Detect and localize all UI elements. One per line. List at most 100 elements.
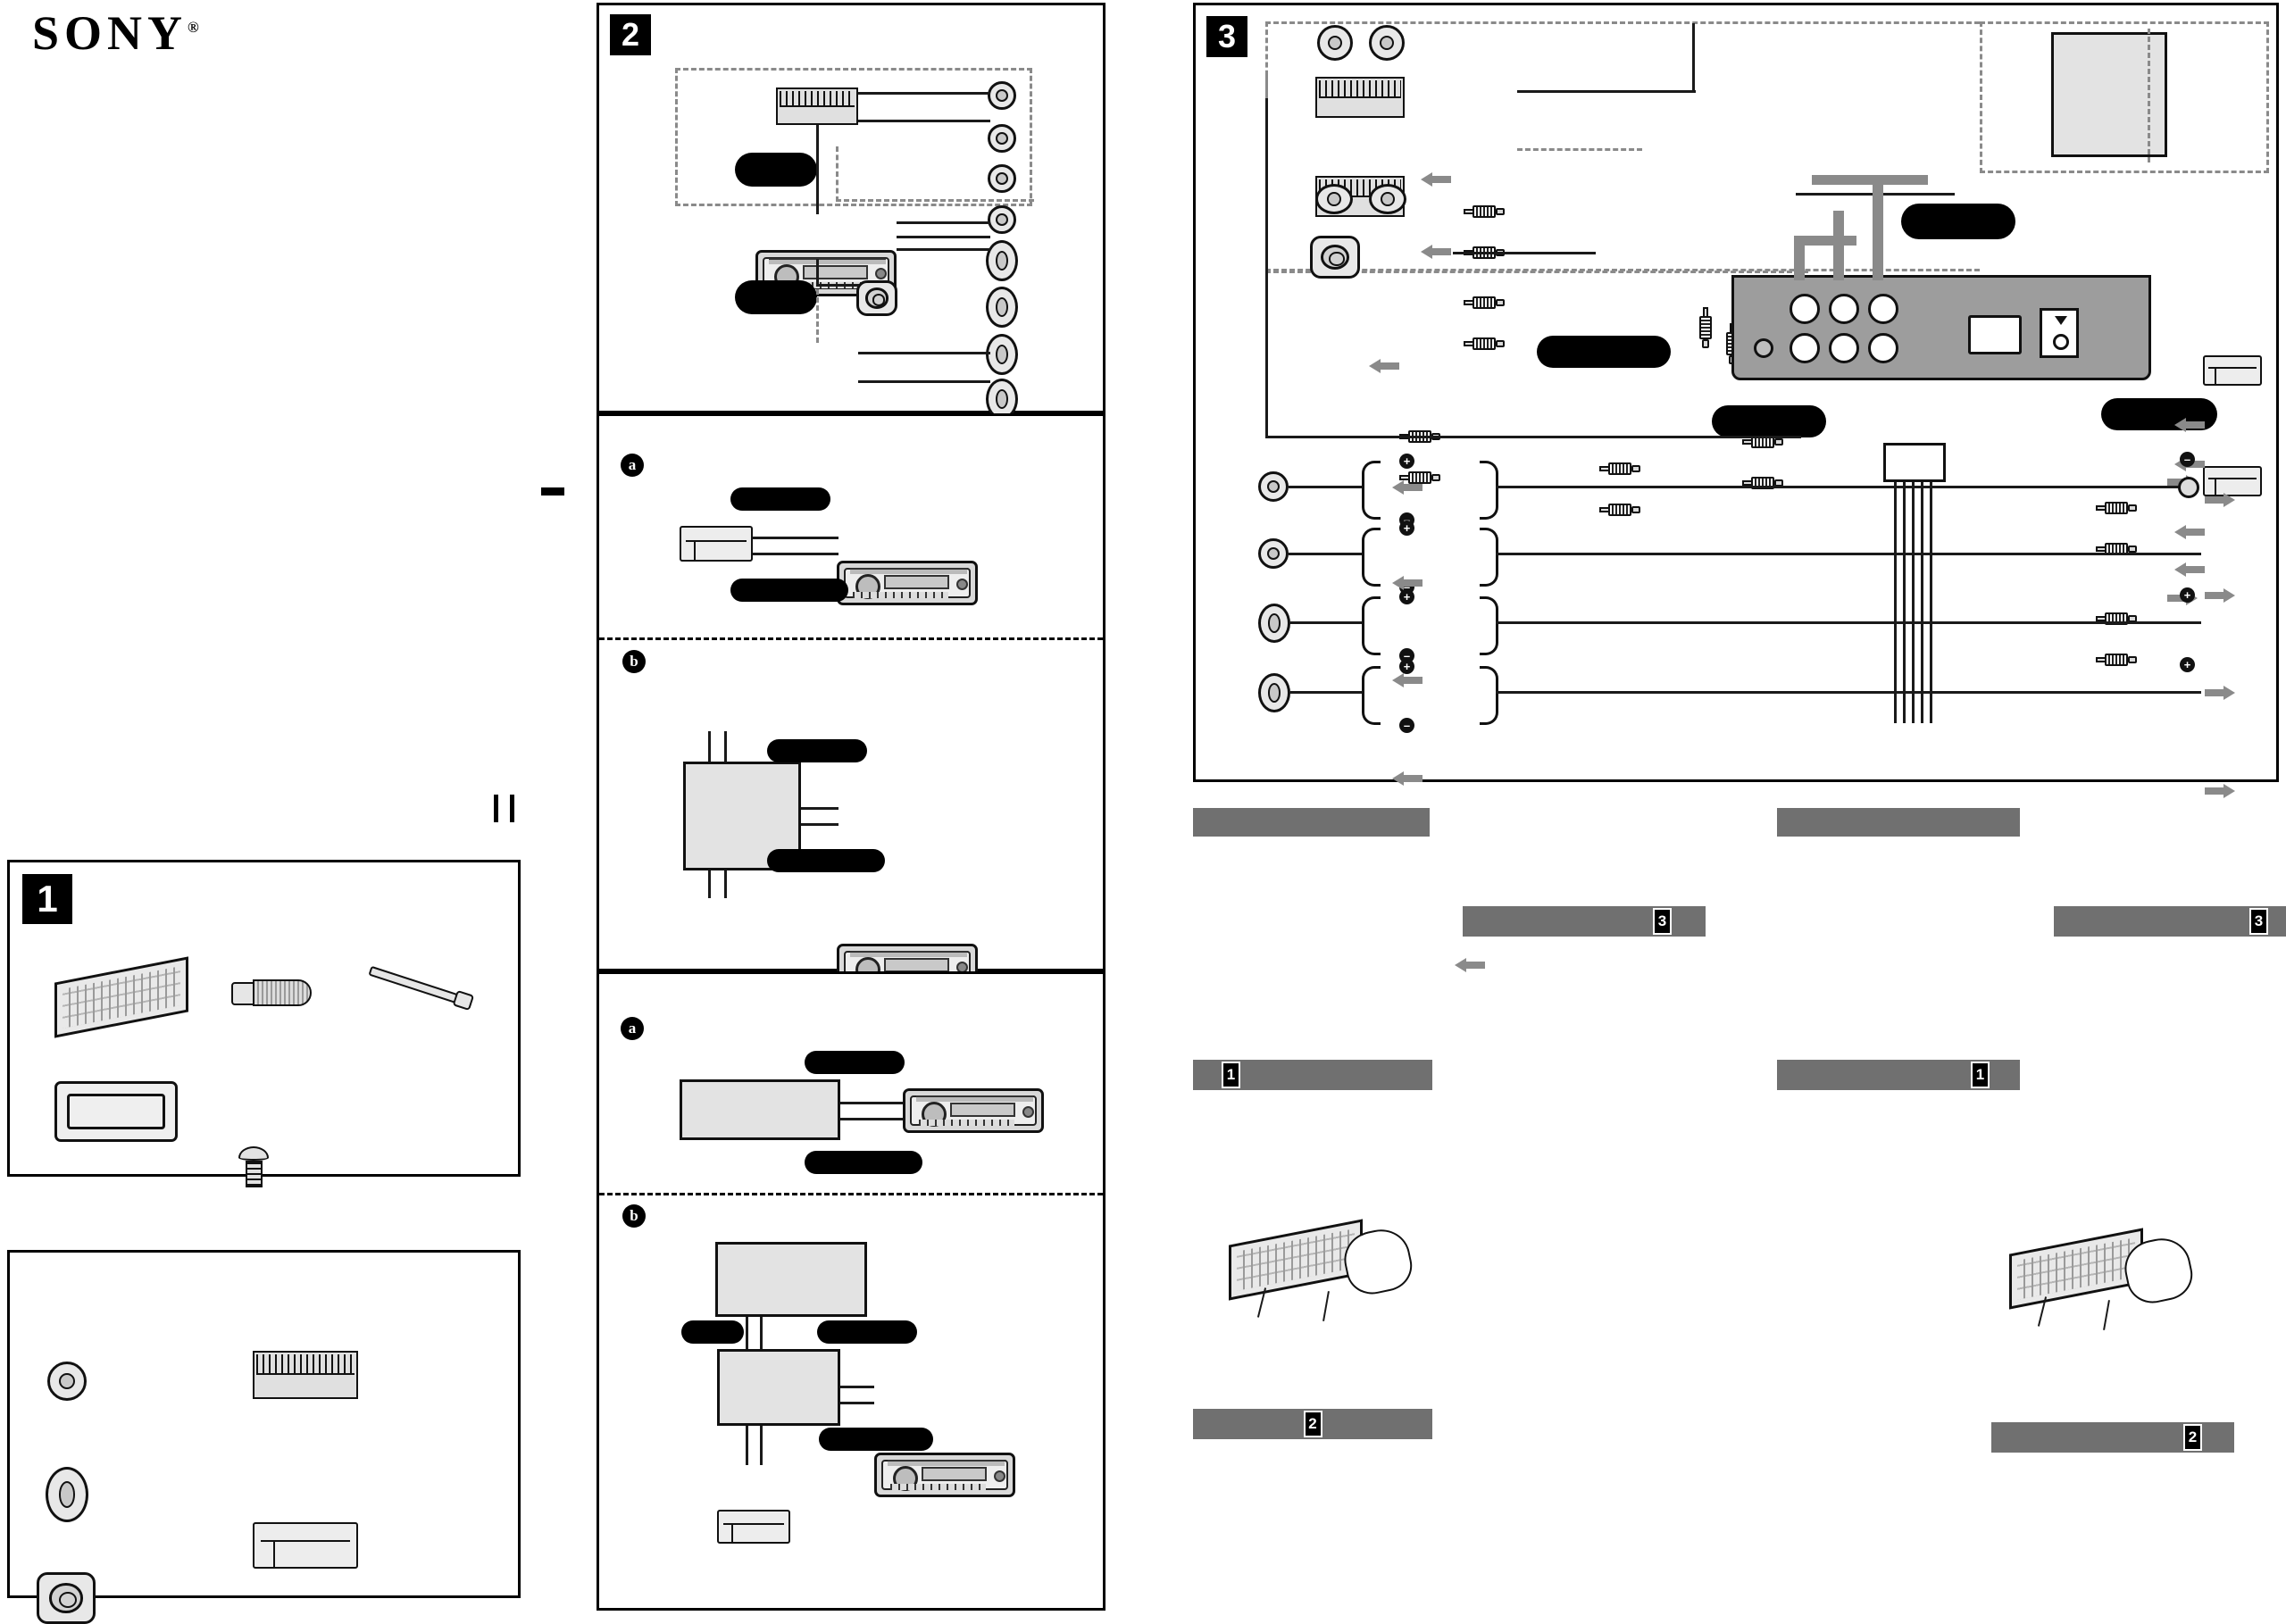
wire [1265, 98, 1268, 437]
optional-group-frame [836, 146, 1034, 202]
inline-step-badge-2: 2 [1303, 1411, 1322, 1437]
speaker-wiring-panel: 2 [597, 3, 1105, 463]
amplifier-icon [253, 1522, 358, 1569]
amplifier-option-panel-bottom: a b [597, 971, 1105, 1611]
wire [708, 731, 711, 762]
redacted-callout [681, 1320, 744, 1344]
amplifier-option-panel-top: a b [597, 413, 1105, 1046]
amplifier-icon [2203, 466, 2262, 496]
harness-wire [1921, 482, 1923, 723]
wire [760, 1317, 763, 1349]
round-speaker-icon [1258, 538, 1289, 569]
trim-plate-icon [54, 1081, 178, 1142]
redacted-heading-bar [1777, 808, 2020, 837]
head-unit-icon [837, 561, 978, 605]
sony-wordmark: SONY [32, 6, 188, 60]
wire [816, 259, 819, 286]
wire-dashed [1517, 148, 1642, 151]
rca-jack [1829, 294, 1859, 324]
connector-block-icon [1315, 77, 1405, 118]
rca-plug-icon [1464, 295, 1505, 311]
section-divider [599, 637, 1103, 640]
group-divider [2148, 29, 2150, 162]
wire [1496, 621, 2201, 624]
variant-label-a: a [621, 1017, 644, 1040]
wire [753, 537, 838, 539]
rca-plug-icon [1464, 204, 1505, 220]
reset-button[interactable] [1754, 338, 1773, 358]
signal-arrow-left-icon [1392, 480, 1422, 495]
redacted-callout [767, 739, 867, 762]
signal-arrow-right-icon [2205, 588, 2235, 603]
harness-wire [1894, 482, 1897, 723]
polarity-plus: + [1399, 521, 1414, 536]
fuse-terminal-icon [2178, 477, 2199, 498]
redacted-callout [730, 579, 848, 602]
round-speaker-icon [988, 164, 1016, 193]
amplifier-box-icon [717, 1349, 840, 1426]
optional-group-frame [1980, 21, 2269, 173]
instruction-column-right: 3 1 2 [1777, 808, 2286, 1522]
wire-brace [1362, 666, 1381, 725]
polarity-plus: + [2180, 587, 2195, 603]
wire [746, 1426, 748, 1465]
symbol-legend-box [7, 1250, 521, 1624]
instruction-column-left: 3 1 2 [1193, 808, 1729, 1522]
signal-arrow-left-icon [1421, 172, 1451, 187]
redacted-callout [730, 487, 830, 511]
wire-brace [1362, 528, 1381, 587]
redacted-callout [735, 153, 817, 187]
redacted-heading-bar [1193, 808, 1430, 837]
harness-wire [1903, 482, 1906, 723]
redacted-heading-bar: 1 [1193, 1060, 1432, 1090]
redacted-heading-bar: 3 [1463, 906, 1706, 937]
redacted-callout [1537, 336, 1671, 368]
polarity-plus: + [2180, 657, 2195, 672]
redacted-heading-bar: 1 [1777, 1060, 2020, 1090]
signal-arrow-left-icon [2174, 418, 2205, 432]
wire [858, 120, 990, 122]
wire [1289, 486, 1362, 488]
mounting-bracket-icon [54, 956, 188, 1038]
signal-arrow-down-icon [1833, 211, 1844, 280]
wire [708, 870, 711, 898]
head-unit-icon [755, 250, 897, 296]
oval-speaker-icon [986, 240, 1018, 281]
variant-label-b: b [622, 650, 646, 673]
wire [746, 1317, 748, 1349]
wire [1290, 621, 1362, 624]
wire [801, 823, 838, 826]
inline-step-badge-3: 3 [2249, 908, 2268, 935]
connection-diagram-panel: 3 [1193, 3, 2279, 972]
step-badge-3: 3 [1206, 16, 1247, 57]
wire [897, 221, 990, 224]
amplifier-icon [680, 526, 753, 562]
wire [1517, 90, 1696, 93]
wire-dashed [816, 289, 819, 343]
redacted-callout [817, 1320, 917, 1344]
wiring-harness-connector [1883, 443, 1946, 482]
round-speaker-icon [47, 1362, 87, 1401]
redacted-callout [819, 1428, 933, 1451]
inline-step-badge-1: 1 [1971, 1062, 1990, 1088]
wire-brace [1362, 461, 1381, 520]
signal-arrow-left-icon [1369, 359, 1399, 373]
redacted-callout [1712, 405, 1826, 437]
wire-brace [1362, 596, 1381, 655]
supplied-parts-box: 1 [7, 860, 521, 1187]
variant-label-a: a [621, 454, 644, 477]
release-key-icon [231, 977, 312, 1009]
wire [816, 284, 859, 287]
wire [724, 731, 727, 762]
wire [760, 1426, 763, 1465]
wire [897, 248, 990, 251]
signal-arrow-left-icon [1421, 245, 1451, 259]
signal-arrow-down-icon [1794, 236, 1805, 280]
redacted-mark [494, 795, 498, 822]
connector-block-icon [253, 1351, 358, 1399]
signal-arrow-left-icon [1392, 673, 1422, 687]
wire [1453, 252, 1596, 254]
wire [1496, 691, 2201, 694]
sony-logo: SONY® [32, 9, 199, 57]
oval-speaker-icon [46, 1467, 88, 1522]
